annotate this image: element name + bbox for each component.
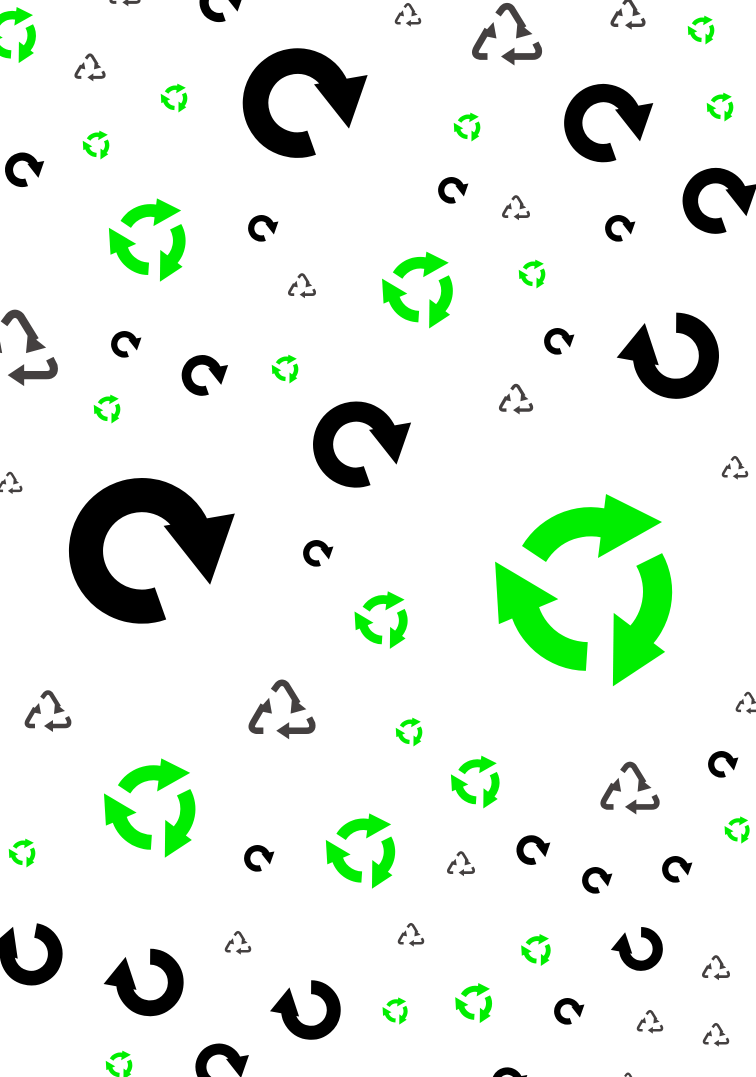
refresh-arrow-icon [86,495,235,607]
refresh-arrow-icon [186,360,228,391]
recycle-triangle-icon [252,683,313,740]
recycle-circle-icon [444,755,510,813]
recycle-circle-icon [102,1050,138,1077]
refresh-arrow-icon [9,157,44,183]
refresh-arrow-icon [267,976,340,1040]
recycle-circle-icon [379,997,413,1027]
recycle-circle-icon [372,251,467,335]
refresh-arrow-icon [665,859,692,879]
recycle-triangle-icon [74,53,106,83]
recycle-circle-icon [98,198,201,288]
recycle-triangle-icon [394,2,422,28]
recycle-circle-icon [5,838,41,870]
recycle-circle-icon [450,112,486,144]
refresh-arrow-icon [323,412,411,478]
refresh-arrow-icon [573,93,653,153]
refresh-arrow-icon [201,1049,249,1077]
recycle-triangle-icon [224,930,252,956]
recycle-triangle-icon [701,955,731,982]
recycle-triangle-icon [501,195,531,222]
refresh-arrow-icon [251,218,278,238]
refresh-arrow-icon [204,0,244,18]
recycle-circle-icon [347,591,419,654]
refresh-arrow-icon [520,839,550,862]
refresh-arrow-icon [495,1071,527,1077]
refresh-arrow-icon [608,218,635,238]
recycle-triangle-icon [0,314,54,386]
recycle-triangle-icon [610,0,646,32]
recycle-circle-icon [515,259,551,291]
refresh-arrow-icon [256,61,368,145]
refresh-arrow-icon [0,913,64,987]
recycle-triangle-icon [721,455,749,481]
recycle-triangle-icon [397,922,425,948]
recycle-circle-icon [450,983,500,1026]
recycle-triangle-icon [498,383,534,417]
recycle-circle-icon [721,816,755,846]
refresh-arrow-icon [557,1001,584,1021]
recycle-triangle-icon [475,6,538,65]
recycle-circle-icon [79,130,115,162]
recycle-circle-icon [517,934,557,969]
refresh-arrow-icon [441,180,468,200]
recycle-circle-icon [684,15,720,47]
refresh-arrow-icon [114,334,141,354]
recycle-circle-icon [91,758,214,866]
recycle-circle-icon [470,494,708,701]
refresh-arrow-icon [690,176,756,226]
recycle-circle-icon [392,717,428,749]
recycle-triangle-icon [636,1009,664,1035]
recycle-circle-icon [703,92,739,124]
recycle-triangle-icon [27,693,69,733]
recycle-circle-icon [0,7,47,68]
refresh-arrow-icon [585,870,612,890]
recycle-circle-icon [316,813,409,895]
recycle-triangle-icon [603,765,657,815]
recycle-circle-icon [90,394,126,426]
recycle-triangle-icon [109,0,141,8]
recycle-triangle-icon [702,1022,730,1048]
refresh-arrow-icon [306,543,333,563]
refresh-arrow-icon [609,924,663,971]
recycle-circle-icon [268,354,304,386]
refresh-arrow-icon [711,754,738,774]
refresh-arrow-icon [247,848,274,868]
recycle-triangle-icon [446,851,476,878]
recycle-circle-icon [157,83,193,115]
recycle-triangle-icon [287,273,317,300]
recycle-triangle-icon [735,691,756,716]
refresh-arrow-icon [547,331,574,351]
recycle-triangle-icon [0,471,23,496]
refresh-arrow-icon [613,306,718,398]
refresh-arrow-icon [101,944,183,1016]
